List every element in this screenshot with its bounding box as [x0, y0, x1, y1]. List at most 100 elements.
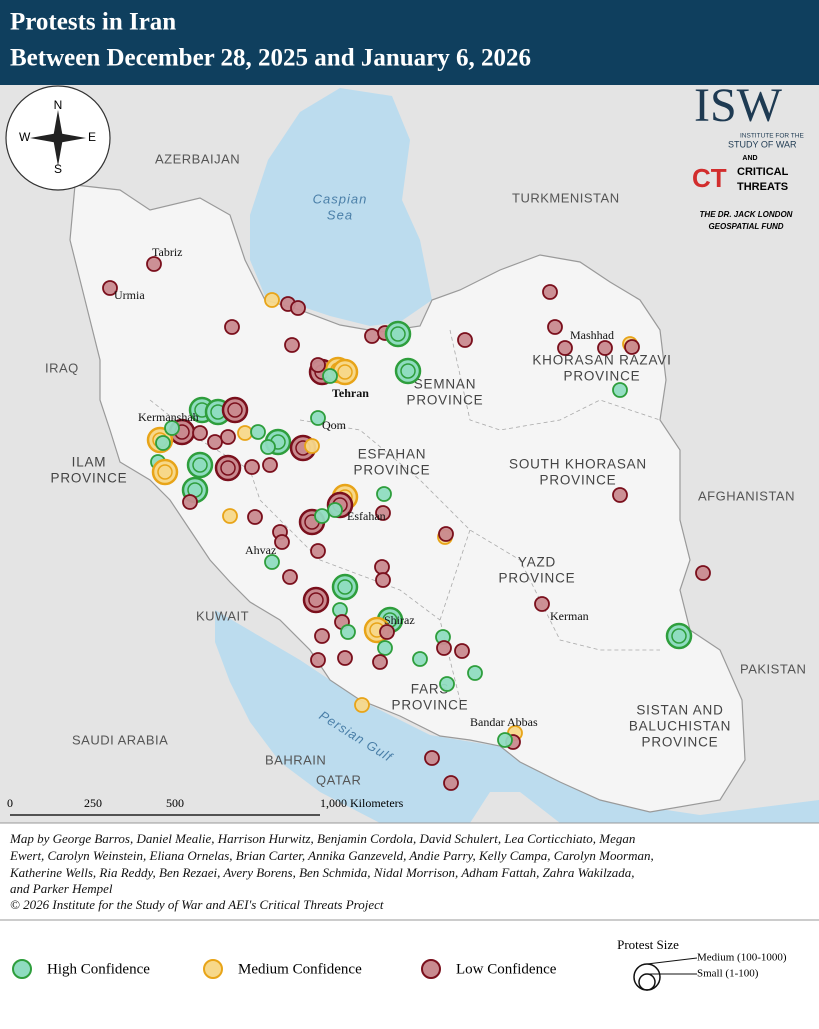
legend-swatch: [203, 959, 223, 979]
persian-gulf: [215, 610, 819, 823]
size-leader: [646, 957, 698, 965]
protest-marker: [457, 332, 473, 348]
compass: N S E W: [5, 85, 111, 191]
protest-marker: [164, 420, 180, 436]
protest-marker: [624, 339, 640, 355]
protest-marker: [443, 775, 459, 791]
protest-marker: [322, 368, 338, 384]
protest-marker: [439, 676, 455, 692]
protest-marker: [695, 565, 711, 581]
protest-marker: [497, 732, 513, 748]
province-border: [259, 499, 441, 621]
legend-label: Low Confidence: [456, 961, 557, 977]
protest-marker: [102, 280, 118, 296]
compass-n: N: [54, 98, 63, 112]
protest-marker: [220, 460, 236, 476]
caspian-sea: [250, 88, 432, 326]
protest-marker: [557, 340, 573, 356]
country-label: BAHRAIN: [265, 752, 326, 767]
protest-marker: [224, 319, 240, 335]
protest-marker: [379, 624, 395, 640]
protest-marker: [364, 328, 380, 344]
province-border: [149, 399, 261, 501]
credit-line: Map by George Barros, Daniel Mealie, Har…: [9, 831, 635, 846]
fund-name: THE DR. JACK LONDON: [700, 210, 793, 219]
ct-name: CRITICAL: [737, 166, 789, 178]
city-label: Ahvaz: [245, 543, 276, 557]
province-label: PROVINCE: [51, 471, 128, 486]
protest-marker: [244, 459, 260, 475]
protest-marker: [264, 292, 280, 308]
header-bar: [0, 0, 819, 85]
protest-marker: [438, 526, 454, 542]
city-label: Shiraz: [384, 613, 415, 627]
country-label: AZERBAIJAN: [155, 151, 240, 166]
protest-marker: [597, 340, 613, 356]
protest-marker: [314, 628, 330, 644]
protest-marker: [274, 534, 290, 550]
province-label: KHORASAN RAZAVI: [532, 353, 671, 368]
legend-label: High Confidence: [47, 961, 150, 977]
country-label: AFGHANISTAN: [698, 488, 795, 503]
credit-line: and Parker Hempel: [10, 881, 113, 896]
protest-marker: [247, 509, 263, 525]
protest-marker: [534, 596, 550, 612]
scale-label: 500: [166, 796, 184, 810]
protest-marker: [146, 256, 162, 272]
city-label: Qom: [322, 418, 347, 432]
copyright: © 2026 Institute for the Study of War an…: [10, 897, 384, 912]
city-label: Kermanshah: [138, 410, 199, 424]
water-label: Caspian: [313, 191, 368, 206]
scale-bar: 0 250 500 1,000 Kilometers: [7, 796, 404, 816]
protest-marker: [310, 357, 326, 373]
protest-marker: [337, 579, 353, 595]
city-label: Esfahan: [347, 509, 386, 523]
protest-marker: [282, 569, 298, 585]
country-label: SAUDI ARABIA: [72, 732, 168, 747]
province-label: PROVINCE: [564, 369, 641, 384]
city-labels: Tabriz Urmia Mashhad Tehran Kermanshah Qom Esf…: [114, 245, 614, 729]
protest-marker: [237, 425, 253, 441]
compass-w: W: [19, 130, 31, 144]
protest-marker: [220, 429, 236, 445]
province-label: SISTAN AND: [636, 703, 723, 718]
protest-marker: [250, 424, 266, 440]
protest-marker: [260, 439, 276, 455]
protest-marker: [310, 652, 326, 668]
credits: Map by George Barros, Daniel Mealie, Har…: [9, 831, 654, 912]
protest-marker: [290, 300, 306, 316]
province-label: PROVINCE: [642, 735, 719, 750]
province-border: [449, 329, 661, 431]
province-label: ESFAHAN: [358, 447, 427, 462]
protest-marker: [337, 364, 353, 380]
ct-name: THREATS: [737, 181, 788, 193]
province-label: PROVINCE: [407, 393, 484, 408]
protest-marker: [377, 640, 393, 656]
logo-and: AND: [742, 155, 757, 162]
country-label: QATAR: [316, 772, 361, 787]
protest-marker: [400, 363, 416, 379]
protest-marker: [310, 543, 326, 559]
protest-marker: [412, 651, 428, 667]
protest-marker: [157, 464, 173, 480]
city-label: Tehran: [332, 386, 369, 400]
water-label: Sea: [327, 207, 353, 222]
protest-markers: [102, 256, 711, 791]
city-label: Kerman: [550, 609, 589, 623]
protest-marker: [207, 434, 223, 450]
city-label: Bandar Abbas: [470, 715, 538, 729]
legend-swatch: [12, 959, 32, 979]
province-borders: [149, 329, 661, 701]
scale-label: 0: [7, 796, 13, 810]
province-label: SEMNAN: [414, 377, 477, 392]
isw-sub: INSTITUTE FOR THE: [740, 133, 804, 140]
city-label: Urmia: [114, 288, 145, 302]
protest-marker: [612, 487, 628, 503]
protest-marker: [424, 750, 440, 766]
country-label: IRAQ: [45, 360, 79, 375]
isw-sub: STUDY OF WAR: [728, 139, 797, 149]
compass-s: S: [54, 162, 62, 176]
protest-marker: [327, 502, 343, 518]
ct-logo: CT: [692, 163, 727, 193]
